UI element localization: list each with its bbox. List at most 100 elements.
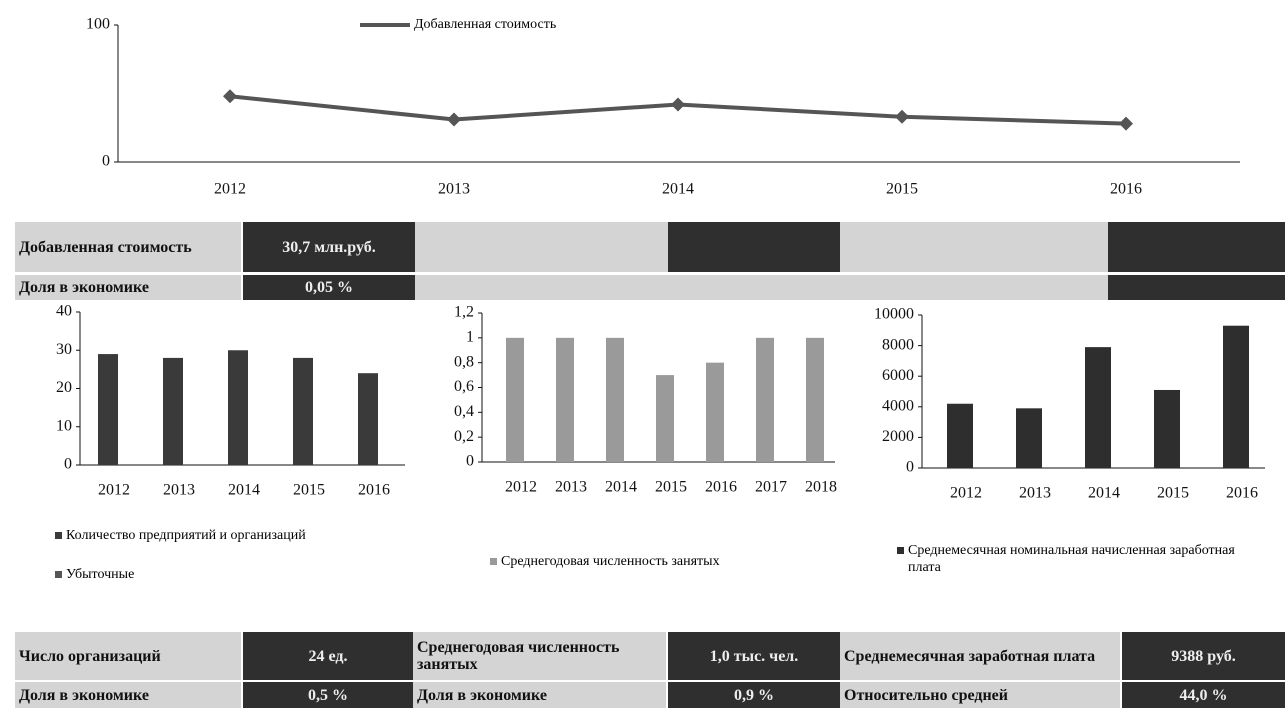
point — [1119, 116, 1133, 131]
legend-item: Убыточные — [55, 566, 475, 583]
x-tick-label: 2014 — [605, 479, 637, 496]
y-tick-label: 20 — [56, 379, 72, 396]
y-tick-label: 1,2 — [454, 304, 474, 321]
bar — [706, 362, 724, 462]
bar — [228, 350, 248, 465]
bar — [1085, 347, 1111, 468]
x-tick-label: 2012 — [214, 181, 246, 198]
x-tick-label: 2016 — [358, 482, 390, 499]
table-filler — [668, 275, 840, 300]
x-tick-label: 2015 — [293, 482, 325, 499]
bar — [947, 403, 973, 468]
y-tick-label: 6000 — [882, 367, 914, 384]
y-tick-label: 0 — [102, 153, 110, 170]
legend-swatch — [55, 571, 62, 578]
bar — [1223, 325, 1249, 468]
table-label: Доля в экономике — [15, 275, 241, 300]
x-tick-label: 2017 — [755, 479, 787, 496]
table-label: Доля в экономике — [15, 682, 241, 708]
y-tick-label: 0 — [466, 453, 474, 470]
x-tick-label: 2015 — [886, 181, 918, 198]
legend-label: Добавленная стоимость — [414, 17, 557, 32]
table-value: 0,5 % — [243, 682, 413, 708]
legend-swatch — [55, 532, 62, 539]
y-tick-label: 8000 — [882, 336, 914, 353]
bar — [293, 357, 313, 465]
bar — [556, 337, 574, 462]
table-value: 24 ед. — [243, 632, 413, 680]
legend-swatch — [360, 23, 410, 27]
x-tick-label: 2012 — [950, 485, 982, 502]
y-tick-label: 0 — [64, 456, 72, 473]
bar — [656, 375, 674, 462]
y-tick-label: 0,6 — [454, 378, 474, 395]
x-tick-label: 2012 — [98, 482, 130, 499]
bar — [1154, 389, 1180, 468]
table-label: Относительно средней — [840, 682, 1120, 708]
bar — [606, 337, 624, 462]
legend-label: Количество предприятий и организаций — [66, 528, 306, 543]
x-tick-label: 2016 — [1226, 485, 1258, 502]
y-tick-label: 0,2 — [454, 428, 474, 445]
table-value: 30,7 млн.руб. — [243, 222, 415, 272]
legend-item: Среднегодовая численность занятых — [490, 553, 910, 570]
point — [895, 109, 909, 124]
table-filler — [1108, 222, 1285, 272]
x-tick-label: 2018 — [805, 479, 837, 496]
x-tick-label: 2013 — [163, 482, 195, 499]
x-tick-label: 2013 — [438, 181, 470, 198]
y-tick-label: 40 — [56, 303, 72, 320]
x-tick-label: 2012 — [505, 479, 537, 496]
x-tick-label: 2015 — [655, 479, 687, 496]
x-tick-label: 2016 — [1110, 181, 1142, 198]
y-tick-label: 100 — [86, 16, 110, 33]
y-tick-label: 0,8 — [454, 353, 474, 370]
table-label: Добавленная стоимость — [15, 222, 241, 272]
legend-item: Количество предприятий и организаций — [55, 527, 475, 544]
x-tick-label: 2013 — [1019, 485, 1051, 502]
point — [447, 112, 461, 127]
table-filler — [1108, 275, 1285, 300]
table-filler — [668, 222, 840, 272]
table-label: Среднемесячная заработная плата — [840, 632, 1120, 680]
bar — [1016, 408, 1042, 468]
y-tick-label: 4000 — [882, 397, 914, 414]
x-tick-label: 2014 — [1088, 485, 1120, 502]
y-tick-label: 0 — [906, 459, 914, 476]
x-tick-label: 2015 — [1157, 485, 1189, 502]
table-filler — [415, 222, 668, 272]
legend-item: Добавленная стоимость — [360, 16, 780, 33]
table-value: 9388 руб. — [1122, 632, 1285, 680]
point — [671, 97, 685, 112]
y-tick-label: 2000 — [882, 428, 914, 445]
table-value: 0,9 % — [668, 682, 840, 708]
table-value: 0,05 % — [243, 275, 415, 300]
legend-swatch — [897, 547, 904, 554]
legend-label: Среднемесячная номинальная начисленная з… — [908, 543, 1235, 575]
x-tick-label: 2013 — [555, 479, 587, 496]
legend-item: Среднемесячная номинальная начисленная з… — [897, 542, 1257, 576]
y-tick-label: 10000 — [874, 306, 914, 323]
y-tick-label: 10 — [56, 417, 72, 434]
y-tick-label: 1 — [466, 329, 474, 346]
x-tick-label: 2014 — [662, 181, 694, 198]
table-filler — [415, 275, 668, 300]
bar — [806, 337, 824, 462]
table-label: Среднегодовая численность занятых — [413, 632, 666, 680]
y-tick-label: 0,4 — [454, 403, 474, 420]
table-value: 44,0 % — [1122, 682, 1285, 708]
legend-swatch — [490, 558, 497, 565]
bar — [756, 337, 774, 462]
legend-label: Убыточные — [66, 567, 135, 582]
y-tick-label: 30 — [56, 341, 72, 358]
bar — [506, 337, 524, 462]
table-label: Число организаций — [15, 632, 241, 680]
table-label: Доля в экономике — [413, 682, 666, 708]
bar — [358, 373, 378, 465]
table-filler — [840, 275, 1108, 300]
table-value: 1,0 тыс. чел. — [668, 632, 840, 680]
point — [223, 89, 237, 104]
x-tick-label: 2016 — [705, 479, 737, 496]
